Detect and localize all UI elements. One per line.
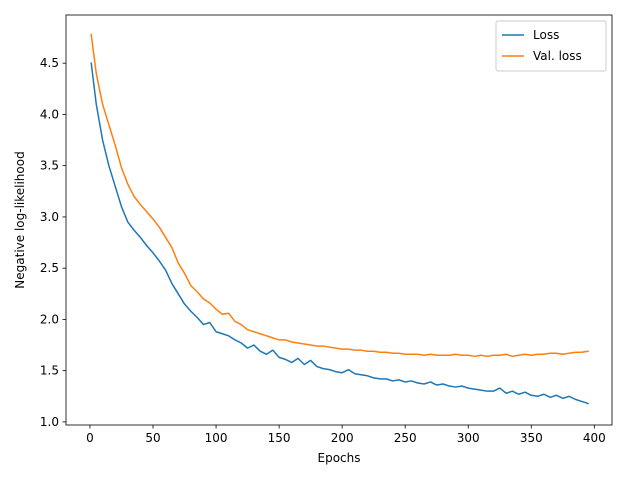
series-line-loss [90, 62, 589, 405]
x-axis: 0 50 100 150 200 250 300 350 400 [86, 425, 606, 445]
y-tick-label: 4.5 [40, 56, 59, 70]
x-tick-label: 250 [394, 431, 417, 445]
legend: Loss Val. loss [495, 20, 607, 72]
x-tick-label: 350 [520, 431, 543, 445]
y-tick-label: 3.0 [40, 210, 59, 224]
y-tick-label: 2.5 [40, 261, 59, 275]
x-tick-label: 100 [205, 431, 228, 445]
y-tick-label: 2.0 [40, 312, 59, 326]
legend-box [495, 20, 607, 72]
y-tick-label: 4.0 [40, 107, 59, 121]
series-layer [90, 33, 589, 405]
x-tick-label: 400 [583, 431, 606, 445]
x-tick-label: 200 [331, 431, 354, 445]
legend-label: Loss [533, 28, 559, 42]
series-line-val-loss [90, 33, 589, 358]
x-tick-label: 50 [145, 431, 160, 445]
x-tick-label: 300 [457, 431, 480, 445]
x-tick-label: 150 [268, 431, 291, 445]
legend-label: Val. loss [533, 49, 582, 63]
y-tick-label: 1.0 [40, 415, 59, 429]
y-axis-label: Negative log-likelihood [13, 151, 27, 288]
x-tick-label: 0 [86, 431, 94, 445]
y-tick-label: 3.5 [40, 159, 59, 173]
x-axis-label: Epochs [318, 451, 361, 465]
y-axis: 1.0 1.5 2.0 2.5 3.0 3.5 4.0 4.5 [40, 56, 66, 429]
plot-frame [65, 14, 613, 426]
y-tick-label: 1.5 [40, 364, 59, 378]
